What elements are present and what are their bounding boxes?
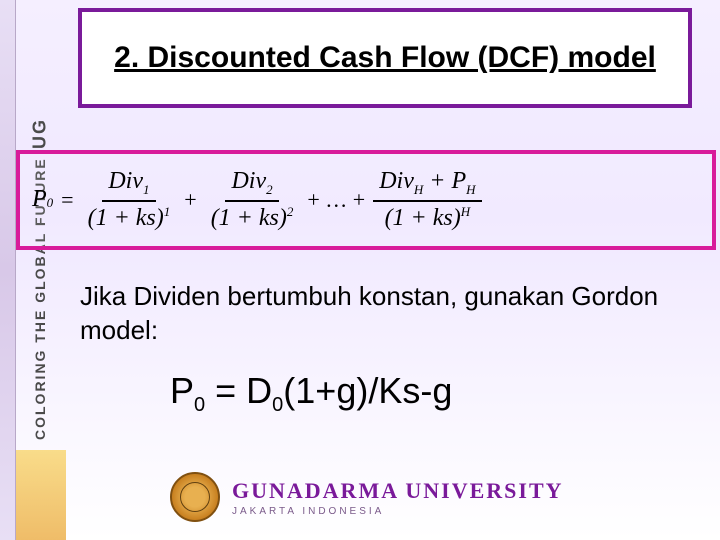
lhs: P 0 [32,186,53,213]
sidebar-gold-band [16,450,66,540]
term2-den: (1 + ks) [211,205,287,231]
term1-num-var: Div [108,168,143,194]
sidebar-ug-logo: UG [30,118,51,149]
termH-num-divvar: Div [379,168,414,194]
university-name: GUNADARMA UNIVERSITY [232,478,564,504]
university-subtitle: JAKARTA INDONESIA [232,506,564,517]
equals-sign: = [61,187,73,213]
gordon-d-sub: 0 [272,394,283,416]
gordon-formula: P0 = D0(1+g)/Ks-g [170,370,452,417]
term2-den-sup: 2 [287,204,294,219]
gordon-p: P [170,370,194,411]
dots: + … + [307,187,365,213]
lhs-sub: 0 [47,195,54,211]
termH-num-pvar: P [451,168,466,194]
university-name-block: GUNADARMA UNIVERSITY JAKARTA INDONESIA [232,478,564,517]
gordon-d: D [246,370,272,411]
termH-den-sup: H [461,204,470,219]
university-seal-icon [170,472,220,522]
footer-logo: GUNADARMA UNIVERSITY JAKARTA INDONESIA [170,472,564,522]
term1-den-sup: 1 [164,204,171,219]
slide-title: 2. Discounted Cash Flow (DCF) model [114,39,656,77]
termH-num-psub: H [466,182,475,197]
gordon-p-sub: 0 [194,394,205,416]
plus-1: + [184,187,196,213]
gordon-eq: = [205,370,246,411]
title-box: 2. Discounted Cash Flow (DCF) model [78,8,692,108]
term1-num-sub: 1 [143,182,150,197]
term2-num-sub: 2 [266,182,273,197]
term-1: Div1 (1 + ks)1 [82,168,177,232]
lhs-var: P [32,186,47,213]
dcf-formula: P 0 = Div1 (1 + ks)1 + Div2 (1 + ks)2 + … [32,168,482,232]
term-last: DivH + PH (1 + ks)H [373,168,481,232]
dcf-formula-box: P 0 = Div1 (1 + ks)1 + Div2 (1 + ks)2 + … [16,150,716,250]
term1-den: (1 + ks) [88,205,164,231]
termH-num-divsub: H [414,182,423,197]
sidebar-stripe [0,0,16,540]
term2-num-var: Div [231,168,266,194]
body-text: Jika Dividen bertumbuh konstan, gunakan … [80,280,680,348]
term-2: Div2 (1 + ks)2 [205,168,300,232]
termH-num-plus: + [423,168,451,194]
gordon-tail: (1+g)/Ks-g [283,370,452,411]
termH-den: (1 + ks) [385,205,461,231]
